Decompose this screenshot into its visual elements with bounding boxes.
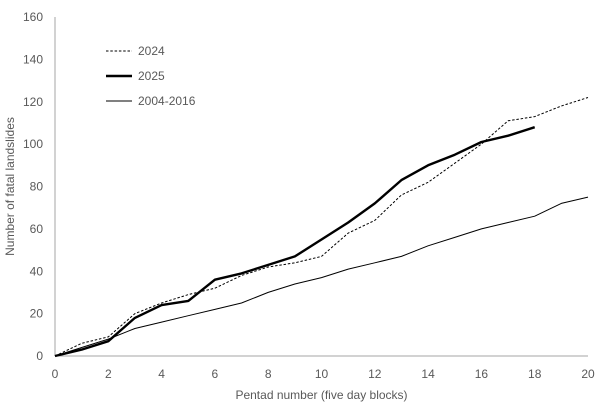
series-lines — [54, 97, 589, 358]
legend-label-2024: 2024 — [138, 44, 165, 58]
x-tick-label: 20 — [581, 367, 595, 381]
legend-label-2004-2016: 2004-2016 — [138, 94, 196, 108]
y-tick-label: 100 — [23, 137, 43, 151]
x-tick-label: 18 — [528, 367, 542, 381]
series-line-2004-2016 — [54, 196, 589, 357]
x-tick-label: 10 — [315, 367, 329, 381]
y-axis-title: Number of fatal landslides — [3, 117, 17, 256]
y-tick-label: 140 — [23, 52, 43, 66]
y-tick-label: 160 — [23, 10, 43, 24]
y-tick-label: 80 — [30, 180, 44, 194]
series-line-2025 — [54, 126, 536, 358]
x-tick-labels: 0 2 4 6 8 10 12 14 16 18 20 — [52, 367, 595, 381]
y-tick-label: 20 — [30, 307, 44, 321]
legend: 2024 2025 2004-2016 — [106, 44, 196, 108]
x-tick-label: 4 — [158, 367, 165, 381]
legend-label-2025: 2025 — [138, 69, 165, 83]
x-tick-label: 2 — [105, 367, 112, 381]
x-tick-label: 12 — [368, 367, 382, 381]
series-line-2024 — [54, 97, 589, 357]
x-tick-label: 14 — [421, 367, 435, 381]
y-tick-label: 60 — [30, 222, 44, 236]
x-tick-label: 16 — [475, 367, 489, 381]
y-tick-label: 120 — [23, 95, 43, 109]
y-tick-label: 40 — [30, 264, 44, 278]
x-tick-label: 8 — [265, 367, 272, 381]
axes — [54, 17, 588, 357]
x-axis-title: Pentad number (five day blocks) — [235, 388, 407, 402]
x-tick-label: 0 — [52, 367, 59, 381]
y-tick-labels: 0 20 40 60 80 100 120 140 160 — [23, 10, 43, 363]
x-tick-label: 6 — [212, 367, 219, 381]
y-tick-label: 0 — [36, 349, 43, 363]
